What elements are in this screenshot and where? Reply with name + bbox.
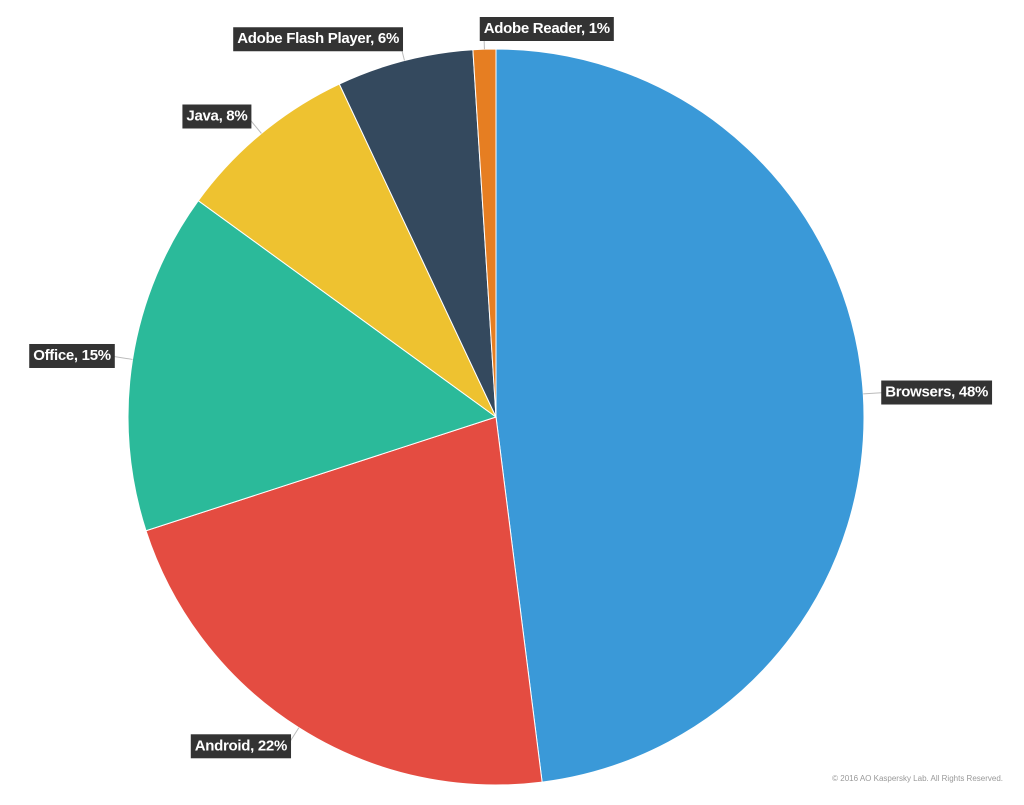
data-label: Adobe Flash Player, 6%: [233, 27, 404, 52]
label-text: Adobe Flash Player, 6%: [237, 30, 399, 47]
data-label: Java, 8%: [182, 104, 252, 129]
slice: [145, 416, 543, 786]
label-text: Office, 15%: [33, 347, 111, 364]
labels: Browsers, 48% Android, 22% Office, 15% Java…: [29, 17, 993, 759]
slice: [495, 48, 865, 783]
label-text: Adobe Reader, 1%: [484, 20, 610, 37]
label-box: [182, 104, 252, 129]
label-text: Java, 8%: [186, 107, 247, 124]
slice: [197, 83, 497, 418]
label-box: [29, 343, 115, 368]
label-text: Android, 22%: [195, 737, 287, 754]
label-box: [190, 734, 292, 759]
data-label: Adobe Reader, 1%: [479, 17, 614, 41]
label-text: Browsers, 48%: [885, 383, 988, 400]
slice: [127, 199, 498, 532]
data-label: Android, 22%: [190, 734, 292, 759]
label-box: [881, 380, 993, 405]
data-label: Office, 15%: [29, 343, 115, 368]
label-box: [479, 17, 614, 41]
pie: [127, 48, 865, 786]
label-box: [233, 27, 404, 52]
slice: [472, 48, 497, 418]
credit: © 2016 AO Kaspersky Lab. All Rights Rese…: [832, 774, 1003, 783]
slice: [338, 49, 497, 418]
data-label: Browsers, 48%: [881, 380, 993, 405]
